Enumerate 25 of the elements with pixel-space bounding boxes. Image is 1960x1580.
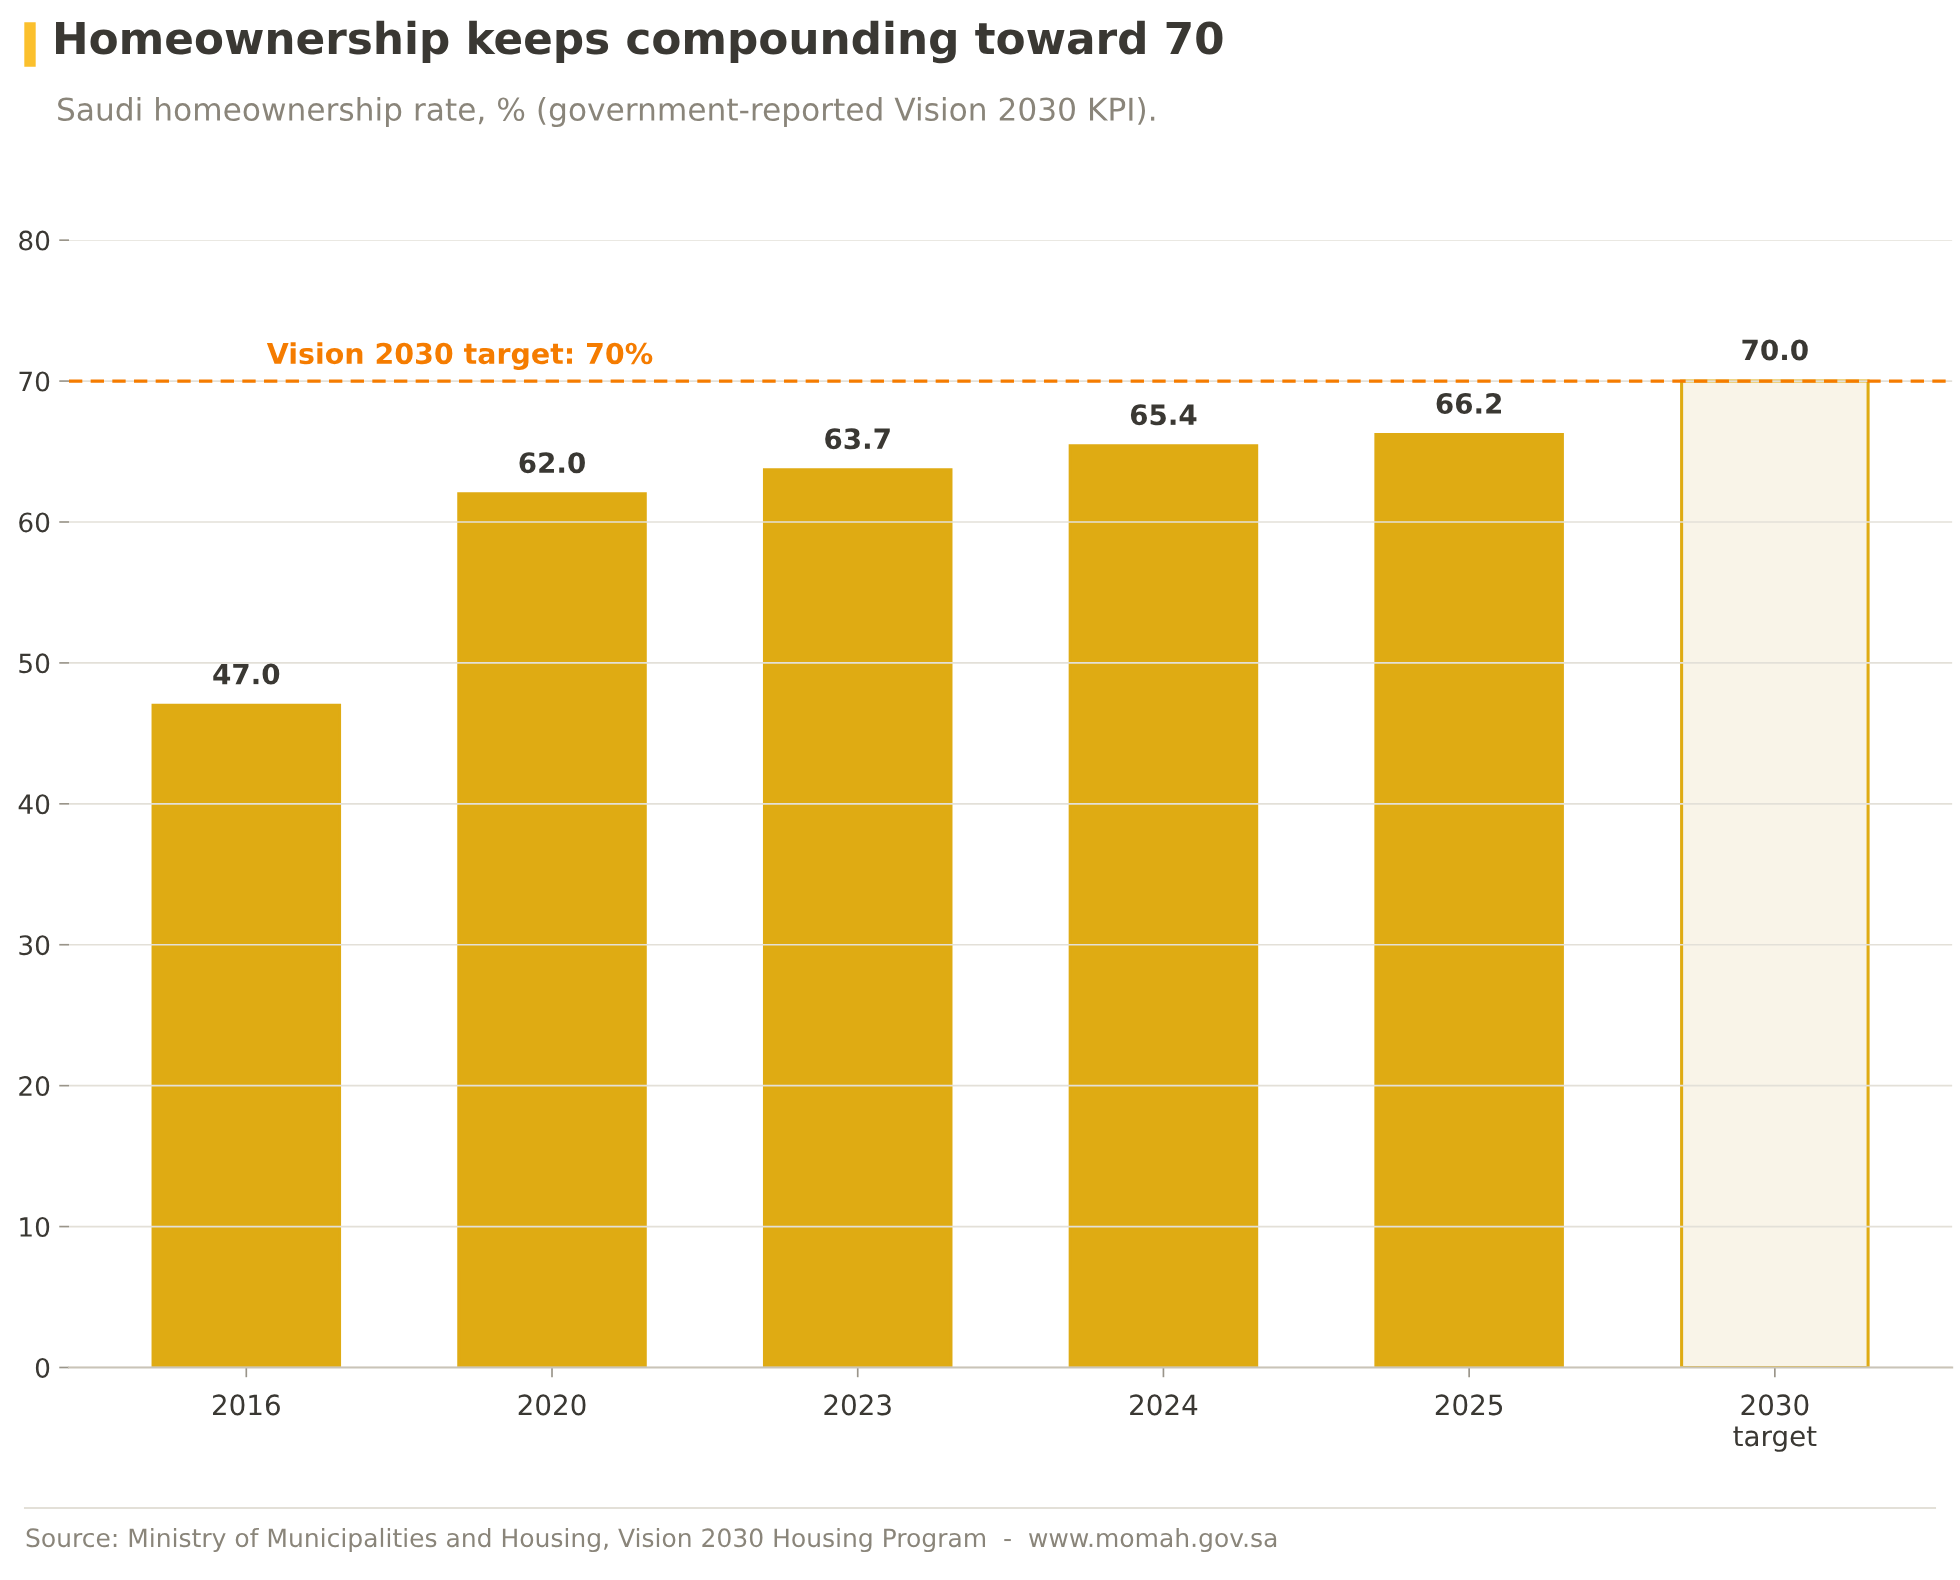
y-tick-label: 20 — [19, 1076, 50, 1097]
y-tick-label: 80 — [19, 230, 50, 251]
data-label: 62.0 — [519, 452, 585, 474]
y-tick-label: 10 — [20, 1217, 50, 1237]
data-label: 70.0 — [1742, 339, 1808, 361]
x-tick-label: 2020 — [518, 1394, 586, 1416]
data-label: 65.4 — [1130, 404, 1197, 426]
data-label: 66.2 — [1436, 392, 1501, 414]
ref-line-label: Vision 2030 target: 70% — [266, 342, 653, 370]
chart-title: Homeownership keeps compounding toward 70 — [56, 20, 1223, 64]
chart-subtitle: Saudi homeownership rate, % (government-reported Vision 2030 KPI). — [58, 96, 1155, 128]
y-tick-label: 60 — [19, 512, 50, 533]
x-tick-label: 2023 — [824, 1394, 891, 1416]
y-tick-label: 70 — [19, 371, 50, 392]
x-tick-label: 2025 — [1435, 1394, 1503, 1416]
data-label: 47.0 — [213, 663, 280, 685]
y-tick-label: 0 — [35, 1357, 50, 1378]
y-tick-label: 30 — [19, 935, 50, 956]
x-tick-label: 2030 target — [1733, 1394, 1817, 1452]
source-note: Source: Ministry of Municipalities and Housing, Vision 2030 Housing Program - www.momah.gov.sa — [26, 1527, 1277, 1553]
y-tick-label: 40 — [18, 794, 50, 815]
x-tick-label: 2024 — [1130, 1394, 1198, 1416]
data-label: 63.7 — [825, 428, 890, 450]
x-tick-label: 2016 — [212, 1394, 280, 1416]
y-tick-label: 50 — [19, 653, 50, 674]
